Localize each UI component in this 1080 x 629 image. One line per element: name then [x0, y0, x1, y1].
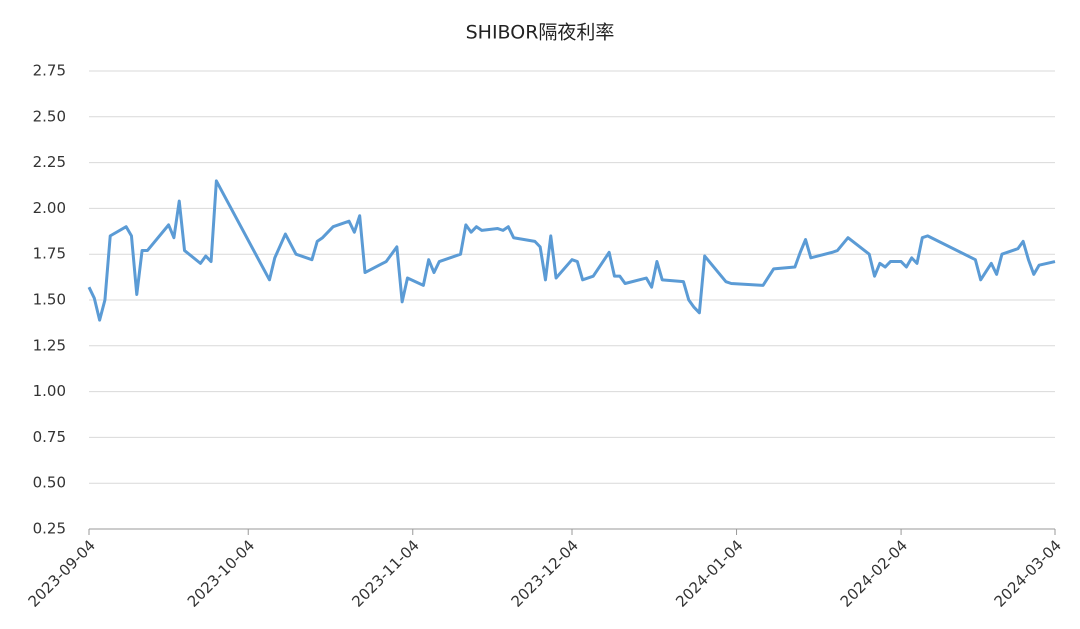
y-tick-label: 2.25 — [33, 153, 66, 171]
y-tick-label: 1.50 — [33, 291, 66, 309]
series-line — [87, 179, 1056, 322]
y-tick-label: 1.75 — [33, 245, 66, 263]
y-tick-label: 1.00 — [33, 382, 66, 400]
chart-title: SHIBOR隔夜利率 — [466, 22, 615, 44]
y-tick-label: 2.75 — [33, 62, 66, 80]
y-tick-label: 0.25 — [33, 520, 66, 538]
y-tick-label: 1.25 — [33, 336, 66, 354]
y-tick-label: 0.50 — [33, 474, 66, 492]
y-tick-label: 0.75 — [33, 428, 66, 446]
y-tick-label: 2.00 — [33, 199, 66, 217]
y-tick-label: 2.50 — [33, 107, 66, 125]
